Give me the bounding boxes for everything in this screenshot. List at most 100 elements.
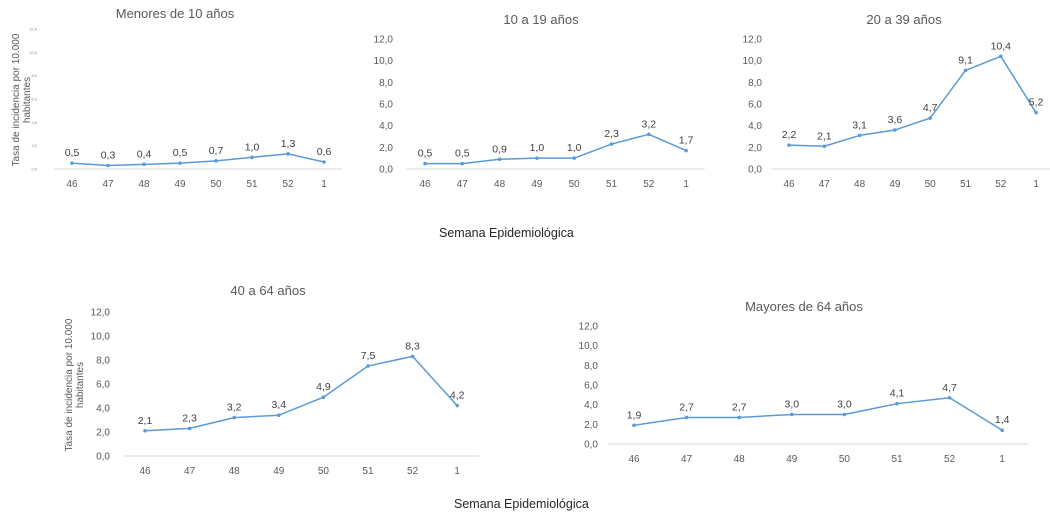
data-point	[366, 364, 370, 368]
x-tick-label: 47	[819, 179, 831, 190]
data-point	[497, 157, 502, 162]
x-tick-label: 52	[643, 179, 655, 190]
y-tick-label: 8,0	[584, 361, 598, 372]
data-label: 4,7	[923, 102, 938, 114]
data-point	[286, 152, 290, 156]
data-point	[187, 426, 192, 431]
y-axis-title-line: habitantes	[75, 362, 86, 408]
data-label: 3,1	[852, 119, 867, 131]
data-point	[684, 415, 689, 420]
x-axis-title-bottom: Semana Epidemiológica	[454, 497, 589, 511]
y-tick-label: 2,0	[379, 143, 393, 154]
data-label: 3,2	[641, 118, 656, 130]
y-tick-label: 2,0	[96, 428, 110, 439]
y-axis-title: Tasa de incidencia por 10.000habitantes	[11, 33, 33, 166]
y-tick-label: 0,0	[748, 165, 762, 176]
data-point	[250, 155, 254, 160]
data-label: 10,4	[991, 40, 1012, 52]
x-tick-label: 49	[273, 466, 285, 477]
data-label: 1,0	[567, 142, 582, 154]
y-tick-label: 8,0	[379, 78, 393, 89]
x-tick-label: 51	[891, 454, 903, 465]
x-tick-label: 1	[683, 179, 689, 190]
data-point	[1000, 428, 1004, 433]
data-point	[423, 161, 427, 166]
x-tick-label: 50	[569, 179, 581, 190]
x-tick-label: 48	[854, 179, 866, 190]
x-tick-label: 51	[362, 466, 374, 477]
data-label: 4,2	[450, 390, 465, 402]
data-point	[535, 156, 539, 160]
x-tick-label: 50	[210, 179, 222, 190]
data-point	[963, 68, 968, 73]
data-point	[410, 354, 415, 359]
x-tick-label: 46	[783, 179, 795, 190]
data-label: 1,3	[281, 138, 296, 150]
y-axis-title-line: Tasa de incidencia por 10.000	[11, 33, 22, 166]
data-point	[460, 161, 465, 166]
x-tick-label: 52	[944, 454, 956, 465]
y-tick-label: 8,0	[96, 356, 110, 367]
data-point	[321, 395, 326, 400]
data-label: 0,5	[455, 148, 470, 160]
chart-title: 40 a 64 años	[230, 283, 306, 298]
y-tick-label: 12,0	[91, 308, 111, 319]
y-tick-label: 6,0	[584, 381, 598, 392]
y-tick-label: 10,0	[29, 50, 38, 55]
data-point	[928, 116, 932, 120]
y-tick-label: 4,0	[96, 404, 110, 415]
x-tick-label: 49	[174, 179, 186, 190]
data-label: 0,9	[492, 143, 507, 155]
x-tick-label: 51	[246, 179, 258, 190]
y-tick-label: 12,0	[579, 322, 599, 333]
data-label: 2,3	[182, 412, 197, 424]
data-label: 0,4	[137, 148, 152, 160]
x-tick-label: 49	[889, 179, 901, 190]
y-tick-label: 10,0	[579, 341, 599, 352]
x-tick-label: 1	[999, 454, 1005, 465]
data-label: 2,2	[782, 129, 797, 141]
y-tick-label: 0,0	[584, 440, 598, 451]
x-tick-label: 48	[494, 179, 506, 190]
y-tick-label: 0,0	[31, 167, 37, 172]
data-point	[322, 160, 326, 164]
data-point	[684, 148, 688, 153]
y-tick-label: 2,0	[584, 420, 598, 431]
data-point	[214, 159, 218, 163]
data-point	[790, 412, 794, 417]
data-point	[277, 413, 281, 418]
y-tick-label: 4,0	[584, 400, 598, 411]
x-tick-label: 51	[960, 179, 972, 190]
y-tick-label: 4,0	[379, 121, 393, 132]
chart-title: Mayores de 64 años	[745, 299, 863, 314]
x-tick-label: 1	[454, 466, 460, 477]
y-tick-label: 0,0	[379, 165, 393, 176]
data-point	[947, 395, 952, 400]
data-point	[842, 412, 847, 417]
series-line	[144, 355, 458, 432]
y-tick-label: 6,0	[379, 100, 393, 111]
x-tick-label: 52	[282, 179, 294, 190]
data-label: 2,1	[138, 415, 153, 427]
x-tick-label: 1	[321, 179, 327, 190]
data-label: 1,0	[245, 141, 260, 153]
data-label: 4,9	[316, 381, 331, 393]
y-tick-label: 8,0	[748, 78, 762, 89]
data-point	[455, 403, 460, 408]
data-label: 2,3	[604, 128, 619, 140]
x-tick-label: 48	[229, 466, 241, 477]
x-tick-label: 50	[925, 179, 937, 190]
data-point	[822, 144, 827, 149]
data-label: 4,1	[890, 388, 905, 400]
x-tick-label: 46	[419, 179, 431, 190]
data-point	[106, 163, 110, 168]
y-tick-label: 6,0	[96, 380, 110, 391]
y-tick-label: 0,0	[96, 452, 110, 463]
data-label: 1,9	[627, 409, 642, 421]
y-axis-title: Tasa de incidencia por 10.000habitantes	[64, 318, 86, 451]
data-point	[572, 156, 576, 160]
y-tick-label: 10,0	[374, 56, 394, 67]
data-label: 0,7	[209, 145, 224, 157]
x-tick-label: 50	[318, 466, 330, 477]
y-tick-label: 4,0	[31, 120, 37, 125]
